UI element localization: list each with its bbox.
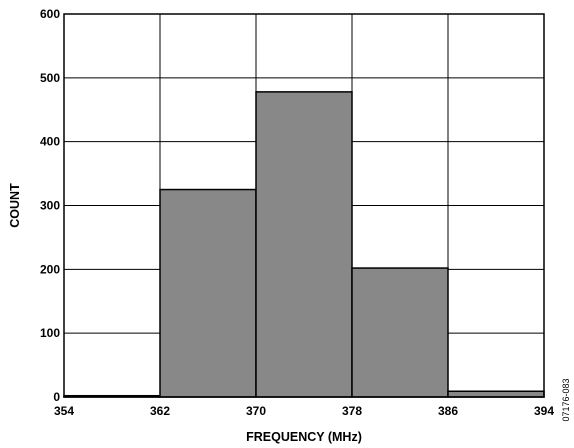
y-tick-label: 100 — [40, 326, 60, 340]
y-tick-labels: 0 100 200 300 400 500 600 — [40, 7, 60, 404]
histogram-bars — [63, 91, 545, 398]
histogram-bar — [351, 267, 449, 398]
x-tick-label: 378 — [342, 404, 362, 418]
x-tick-labels: 354 362 370 378 386 394 — [54, 404, 554, 418]
y-axis-label: COUNT — [8, 183, 22, 228]
histogram-bar — [159, 188, 257, 398]
y-tick-label: 0 — [53, 390, 60, 404]
x-tick-label: 354 — [54, 404, 74, 418]
histogram-bar — [447, 390, 545, 398]
y-tick-label: 600 — [40, 7, 60, 21]
x-tick-label: 370 — [246, 404, 266, 418]
plot-frame — [63, 13, 545, 398]
y-tick-label: 300 — [40, 199, 60, 213]
y-tick-label: 200 — [40, 262, 60, 276]
x-tick-label: 362 — [150, 404, 170, 418]
figure-id: 07176-083 — [561, 378, 571, 421]
histogram-bar — [255, 91, 353, 398]
x-axis-label: FREQUENCY (MHz) — [246, 430, 362, 444]
y-tick-label: 400 — [40, 135, 60, 149]
x-tick-label: 386 — [438, 404, 458, 418]
x-tick-label: 394 — [534, 404, 554, 418]
y-tick-label: 500 — [40, 71, 60, 85]
